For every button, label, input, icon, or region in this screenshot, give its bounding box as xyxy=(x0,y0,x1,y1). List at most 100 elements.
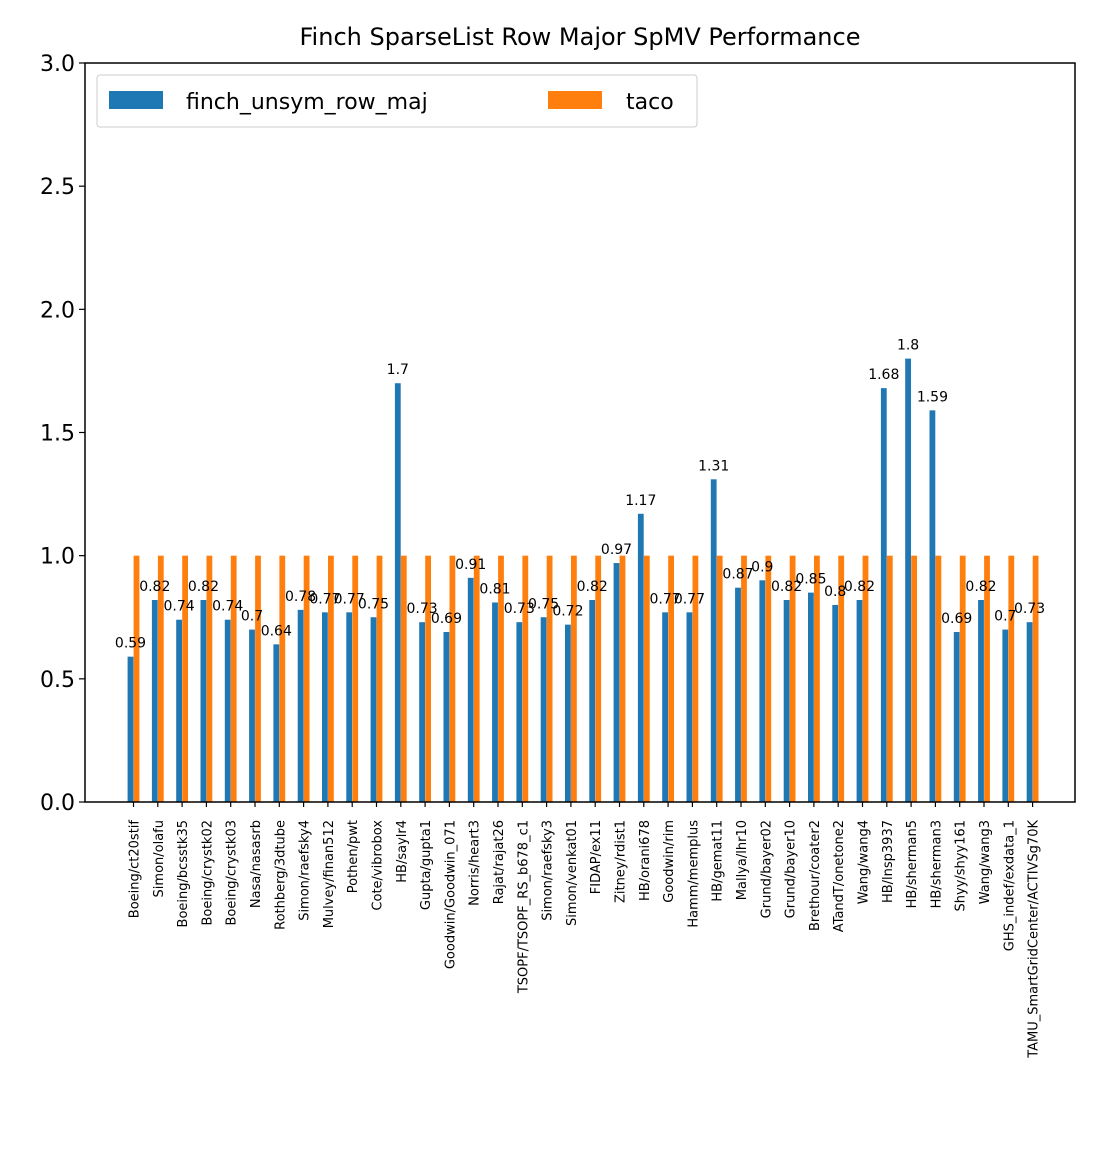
bar-finch_unsym_row_maj-0 xyxy=(127,656,134,802)
bar-finch_unsym_row_maj-36 xyxy=(1002,629,1009,802)
data-label: 0.72 xyxy=(552,604,583,620)
bar-taco-5 xyxy=(255,555,261,802)
plot-frame xyxy=(84,62,1076,803)
x-tick-label: HB/sherman3 xyxy=(929,820,944,908)
x-tick-label: Goodwin/Goodwin_071 xyxy=(443,820,458,969)
x-tick-label: Boeing/bcsstk35 xyxy=(176,820,191,927)
bar-finch_unsym_row_maj-20 xyxy=(613,563,620,802)
bar-finch_unsym_row_maj-18 xyxy=(565,624,571,802)
bar-taco-19 xyxy=(595,555,602,802)
bar-finch_unsym_row_maj-31 xyxy=(880,388,887,802)
data-label: 0.82 xyxy=(188,579,219,595)
bar-finch_unsym_row_maj-10 xyxy=(370,617,377,802)
y-tick-label: 1.5 xyxy=(40,422,75,447)
data-label: 0.77 xyxy=(334,591,365,607)
data-label: 0.87 xyxy=(722,567,753,583)
y-tick-label: 2.0 xyxy=(40,298,75,323)
data-label: 1.17 xyxy=(625,493,656,509)
x-tick-label: Cote/vibrobox xyxy=(371,820,386,911)
x-tick-label: GHS_indef/exdata_1 xyxy=(1002,820,1017,951)
data-label: 1.68 xyxy=(868,367,899,383)
bar-finch_unsym_row_maj-2 xyxy=(176,619,182,802)
x-tick-label: Simon/raefsky4 xyxy=(298,820,313,921)
data-label: 0.74 xyxy=(212,599,243,615)
bar-finch_unsym_row_maj-6 xyxy=(273,644,280,802)
y-tick-label: 0.5 xyxy=(40,668,75,693)
x-tick-label: Boeing/ct20stif xyxy=(128,820,143,919)
data-label: 0.81 xyxy=(479,581,510,597)
bar-finch_unsym_row_maj-28 xyxy=(808,592,814,802)
data-label: 0.82 xyxy=(139,579,170,595)
x-tick-label: Brethour/coater2 xyxy=(808,820,823,931)
data-label: 0.9 xyxy=(751,559,773,575)
bar-taco-29 xyxy=(838,555,845,802)
x-tick-label: Simon/olafu xyxy=(152,820,167,897)
bar-finch_unsym_row_maj-26 xyxy=(759,580,766,802)
legend-label-taco: taco xyxy=(626,90,674,115)
bar-taco-8 xyxy=(328,555,334,802)
bar-taco-24 xyxy=(716,555,723,802)
bar-taco-0 xyxy=(133,555,140,802)
bar-finch_unsym_row_maj-9 xyxy=(346,612,353,802)
data-label: 1.7 xyxy=(387,362,409,378)
data-label: 0.77 xyxy=(309,591,340,607)
bar-taco-11 xyxy=(400,555,407,802)
data-label: 0.64 xyxy=(261,623,292,639)
bar-finch_unsym_row_maj-3 xyxy=(200,600,207,802)
bar-finch_unsym_row_maj-1 xyxy=(151,600,158,802)
x-tick-label: HB/saylr4 xyxy=(395,820,410,883)
x-tick-label: Hamm/memplus xyxy=(686,820,701,928)
x-tick-label: Rothberg/3dtube xyxy=(273,820,288,930)
bar-finch_unsym_row_maj-13 xyxy=(443,632,450,802)
x-tick-label: Grund/bayer02 xyxy=(759,820,774,918)
data-label: 0.75 xyxy=(358,596,389,612)
bar-finch_unsym_row_maj-17 xyxy=(540,617,547,802)
data-label: 0.74 xyxy=(164,599,195,615)
bar-finch_unsym_row_maj-33 xyxy=(929,410,936,802)
y-tick-label: 1.0 xyxy=(40,545,75,570)
bar-finch_unsym_row_maj-23 xyxy=(686,612,693,802)
legend: finch_unsym_row_maj taco xyxy=(96,74,698,128)
x-tick-label: HB/lnsp3937 xyxy=(881,820,896,903)
data-label: 0.82 xyxy=(771,579,802,595)
y-tick-label: 3.0 xyxy=(40,52,75,77)
bar-taco-13 xyxy=(449,555,456,802)
bar-taco-33 xyxy=(935,555,942,802)
data-label: 0.77 xyxy=(674,591,705,607)
y-axis: 0.0 0.5 1.0 1.5 2.0 2.5 3.0 xyxy=(40,52,85,816)
chart-title: Finch SparseList Row Major SpMV Performa… xyxy=(300,23,861,51)
bar-taco-9 xyxy=(352,555,359,802)
legend-label-finch_unsym_row_maj: finch_unsym_row_maj xyxy=(186,90,428,115)
legend-swatch-taco xyxy=(548,91,602,109)
x-tick-label: Simon/venkat01 xyxy=(565,820,580,926)
data-label: 0.69 xyxy=(941,611,972,627)
bar-taco-14 xyxy=(473,555,480,802)
x-tick-label: HB/sherman5 xyxy=(905,820,920,908)
x-tick-label: Mulvey/finan512 xyxy=(322,820,337,928)
bar-taco-15 xyxy=(498,555,504,802)
bars-layer xyxy=(127,358,1039,802)
bar-taco-23 xyxy=(692,555,699,802)
x-tick-label: TSOPF/TSOPF_RS_b678_c1 xyxy=(516,820,531,994)
bar-finch_unsym_row_maj-22 xyxy=(662,612,668,802)
bar-finch_unsym_row_maj-34 xyxy=(953,632,960,802)
x-tick-label: Shyy/shyy161 xyxy=(954,820,969,911)
bar-finch_unsym_row_maj-27 xyxy=(783,600,790,802)
y-tick-label: 2.5 xyxy=(40,175,75,200)
bar-taco-22 xyxy=(668,555,674,802)
bar-taco-7 xyxy=(303,555,310,802)
bar-finch_unsym_row_maj-5 xyxy=(249,629,255,802)
x-tick-label: Boeing/crystk03 xyxy=(225,820,240,925)
data-label: 1.8 xyxy=(897,338,919,354)
x-tick-label: Nasa/nasasrb xyxy=(249,820,264,908)
data-label: 0.73 xyxy=(504,601,535,617)
bar-finch_unsym_row_maj-30 xyxy=(856,600,863,802)
data-label: 0.85 xyxy=(795,572,826,588)
bar-taco-26 xyxy=(765,555,772,802)
data-label: 0.82 xyxy=(965,579,996,595)
bar-taco-36 xyxy=(1008,555,1015,802)
bar-finch_unsym_row_maj-29 xyxy=(832,604,839,802)
bar-finch_unsym_row_maj-32 xyxy=(905,358,911,802)
bar-taco-21 xyxy=(643,555,650,802)
